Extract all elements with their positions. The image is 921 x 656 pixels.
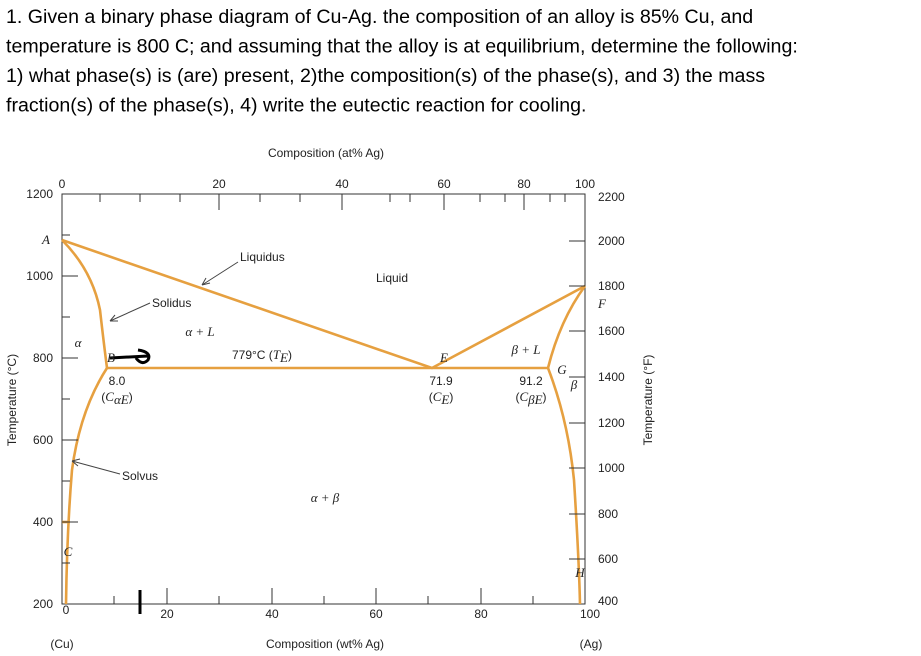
bottom-tick-label: 0: [63, 603, 70, 617]
solvus-arrow: [71, 458, 121, 475]
label-part: 779°C (: [232, 348, 273, 362]
bottom-tick-label: 80: [474, 607, 488, 621]
label-part: (: [101, 390, 105, 404]
region-label: α + β: [311, 490, 340, 505]
point-label: F: [597, 296, 607, 311]
right-tick-label: 1000: [598, 461, 625, 475]
point-label: B: [107, 350, 115, 365]
left-tick-label: 1200: [26, 187, 53, 201]
curve-label: Solvus: [122, 469, 158, 483]
bottom-tick-label: 20: [160, 607, 174, 621]
label-part: ): [288, 348, 292, 362]
solidus-left: [61, 239, 109, 369]
question-line: 1) what phase(s) is (are) present, 2)the…: [6, 65, 765, 87]
region-label: Liquid: [376, 271, 408, 285]
region-label: β + L: [511, 342, 541, 357]
end-label: (Cu): [50, 637, 73, 651]
label-part: C: [519, 389, 528, 404]
left-tick-label: 800: [33, 351, 53, 365]
label-part: C: [105, 389, 114, 404]
eutectic-temperature: 779°C (TE): [232, 347, 292, 365]
composition-value: 8.0: [109, 374, 126, 388]
axis-title: Composition (at% Ag): [268, 146, 384, 160]
liquidus-arrow: [201, 261, 239, 286]
label-part: βE: [527, 392, 542, 407]
label-part: αE: [114, 392, 129, 407]
curve-label: Liquidus: [240, 250, 285, 264]
top-tick-label: 80: [517, 177, 531, 191]
axis-title: Temperature (°C): [5, 354, 19, 446]
question-line: temperature is 800 C; and assuming that …: [6, 36, 798, 58]
label-part: ): [543, 390, 547, 404]
phase-boundaries: [61, 238, 587, 605]
solidus-arrow: [109, 302, 151, 322]
solidus-right: [546, 285, 587, 369]
composition-value: 71.9: [429, 374, 453, 388]
question-line: fraction(s) of the phase(s), 4) write th…: [6, 95, 586, 117]
axis-title: Composition (wt% Ag): [266, 637, 384, 651]
bottom-tick-label: 100: [580, 607, 600, 621]
solvus-right: [546, 367, 582, 605]
bottom-tick-label: 60: [369, 607, 383, 621]
handwritten-mark: [109, 348, 151, 365]
region-label: α + L: [185, 324, 214, 339]
end-label: (Ag): [580, 637, 603, 651]
right-tick-label: 2200: [598, 190, 625, 204]
composition-label: (CβE): [515, 389, 546, 407]
point-label: G: [557, 362, 567, 377]
right-tick-label: 1600: [598, 324, 625, 338]
point-label: H: [574, 565, 585, 580]
right-tick-label: 1200: [598, 416, 625, 430]
label-part: E: [279, 350, 288, 365]
label-part: ): [129, 390, 133, 404]
label-part: E: [440, 392, 449, 407]
right-tick-label: 600: [598, 552, 618, 566]
right-tick-label: 800: [598, 507, 618, 521]
composition-label: (CE): [429, 389, 454, 407]
curve-label: Solidus: [152, 296, 191, 310]
axis-title: Temperature (°F): [641, 355, 655, 446]
label-part: (: [515, 390, 519, 404]
label-part: T: [273, 347, 281, 362]
top-tick-label: 100: [575, 177, 595, 191]
axis-ticks: [61, 194, 586, 604]
region-label: β: [570, 377, 578, 392]
label-part: ): [449, 390, 453, 404]
composition-label: (CαE): [101, 389, 132, 407]
right-tick-label: 1400: [598, 370, 625, 384]
point-label: C: [64, 544, 73, 559]
label-part: C: [433, 389, 442, 404]
left-tick-label: 400: [33, 515, 53, 529]
composition-value: 91.2: [519, 374, 543, 388]
region-label: α: [75, 335, 83, 350]
plot-frame: [61, 193, 586, 605]
point-label: E: [439, 350, 448, 365]
point-label: A: [41, 232, 50, 247]
left-tick-label: 1000: [26, 269, 53, 283]
left-tick-label: 200: [33, 597, 53, 611]
right-tick-label: 2000: [598, 234, 625, 248]
top-tick-label: 20: [212, 177, 226, 191]
top-tick-label: 0: [59, 177, 66, 191]
top-tick-label: 60: [437, 177, 451, 191]
right-tick-label: 1800: [598, 279, 625, 293]
liquidus-line: [61, 238, 586, 370]
question-line: 1. Given a binary phase diagram of Cu-Ag…: [6, 6, 753, 28]
solvus-left: [64, 367, 109, 605]
label-part: (: [429, 390, 433, 404]
top-tick-label: 40: [335, 177, 349, 191]
bottom-tick-label: 40: [265, 607, 279, 621]
left-tick-label: 600: [33, 433, 53, 447]
right-tick-label: 400: [598, 594, 618, 608]
arrows: [71, 261, 239, 475]
